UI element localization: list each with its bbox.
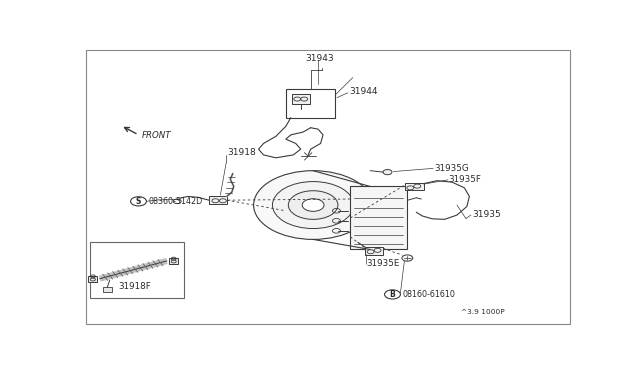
Text: 31918F: 31918F [119,282,152,291]
Text: 08160-61610: 08160-61610 [403,290,455,299]
Text: 31935F: 31935F [448,175,481,184]
Circle shape [273,182,354,228]
Bar [292,94,310,104]
Bar [350,186,408,250]
Circle shape [253,171,372,240]
Circle shape [402,255,413,261]
Text: FRONT: FRONT [142,131,172,140]
Text: B: B [390,290,396,299]
Text: ^3.9 1000P: ^3.9 1000P [461,309,505,315]
Text: 31943: 31943 [306,54,334,64]
Circle shape [288,191,338,219]
Circle shape [302,199,324,211]
Bar [103,287,112,292]
Bar [90,242,184,298]
Bar [286,89,335,118]
Bar [88,276,97,282]
Bar [405,183,424,190]
Bar [365,247,383,254]
Bar [209,196,227,204]
Text: 31935E: 31935E [367,259,400,268]
Text: 31944: 31944 [349,87,378,96]
Text: 08360-5142D: 08360-5142D [148,197,203,206]
Text: 31918: 31918 [227,148,255,157]
Text: 31935: 31935 [472,210,500,219]
Text: S: S [136,197,141,206]
Text: 31935G: 31935G [435,164,469,173]
Bar [169,258,178,264]
Circle shape [383,170,392,175]
